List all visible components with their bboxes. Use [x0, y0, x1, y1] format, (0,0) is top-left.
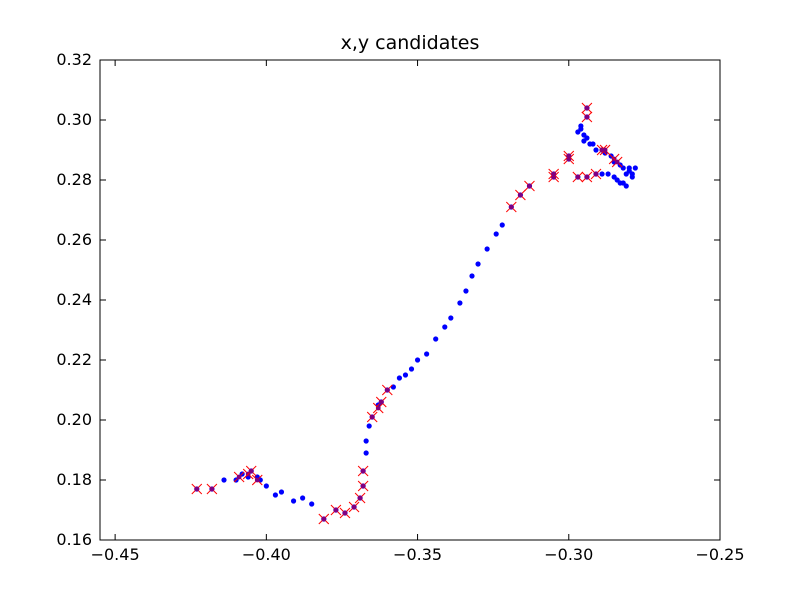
data-point: [402, 372, 409, 378]
candidate-marker: [381, 384, 393, 396]
candidate-marker: [318, 513, 330, 525]
data-point: [632, 165, 638, 171]
data-point: [448, 315, 454, 321]
data-point: [424, 351, 430, 357]
data-point: [396, 375, 403, 381]
data-point: [408, 366, 415, 372]
data-point: [599, 171, 605, 177]
y-tick-label: 0.26: [56, 230, 92, 249]
candidate-marker: [505, 201, 517, 213]
y-tick-label: 0.30: [56, 110, 92, 129]
candidate-marker: [611, 156, 623, 168]
data-point: [623, 183, 629, 189]
data-point: [475, 261, 481, 267]
y-tick-label: 0.20: [56, 410, 92, 429]
data-point: [584, 135, 590, 141]
data-point: [493, 231, 499, 237]
candidate-marker: [339, 507, 351, 519]
data-point: [278, 489, 285, 495]
plot-area: [191, 102, 638, 525]
candidate-marker: [233, 471, 245, 483]
candidate-marker: [330, 504, 342, 516]
data-point: [442, 324, 448, 330]
y-tick-label: 0.22: [56, 350, 92, 369]
data-point: [578, 123, 584, 129]
data-point: [290, 498, 297, 504]
chart-title: x,y candidates: [341, 32, 480, 54]
data-point: [590, 141, 596, 147]
data-point: [300, 495, 306, 501]
data-point: [463, 288, 469, 294]
candidate-marker: [366, 411, 378, 423]
data-point: [457, 300, 463, 306]
data-point: [221, 477, 227, 483]
y-tick-label: 0.16: [56, 530, 92, 549]
candidate-marker: [581, 171, 593, 183]
y-tick-label: 0.24: [56, 290, 92, 309]
candidate-marker: [599, 144, 611, 156]
tick-labels: −0.45 −0.40 −0.35 −0.30 −0.25 0.16 0.18 0.20 0.2…: [56, 50, 744, 564]
x-tick-label: −0.40: [242, 545, 291, 564]
candidate-marker: [206, 483, 218, 495]
candidate-marker: [354, 492, 366, 504]
candidate-marker: [357, 465, 369, 477]
data-point: [363, 450, 369, 456]
candidate-marker: [348, 501, 360, 513]
candidate-marker: [524, 180, 535, 192]
axes-frame: [99, 59, 721, 541]
candidate-marker: [548, 168, 560, 180]
candidate-marker: [375, 396, 387, 408]
data-point: [366, 423, 372, 429]
data-point: [484, 246, 490, 252]
data-point: [263, 483, 269, 489]
y-tick-label: 0.18: [56, 470, 92, 489]
data-point: [605, 171, 611, 177]
candidate-marker: [515, 189, 526, 201]
x-tick-label: −0.25: [695, 545, 744, 564]
data-point: [272, 492, 279, 498]
candidate-marker: [581, 111, 593, 123]
candidate-marker: [357, 480, 369, 492]
candidate-marker: [563, 150, 575, 162]
data-point: [593, 147, 599, 153]
data-point: [433, 336, 439, 342]
candidate-marker: [251, 474, 263, 486]
candidate-marker: [572, 171, 584, 183]
y-tick-label: 0.28: [56, 170, 92, 189]
data-point: [499, 222, 505, 228]
data-point: [629, 171, 635, 177]
x-tick-label: −0.45: [91, 545, 140, 564]
data-point: [363, 438, 369, 444]
y-tick-label: 0.32: [56, 50, 92, 69]
x-tick-label: −0.35: [393, 545, 442, 564]
candidate-marker: [581, 102, 593, 114]
candidate-marker: [245, 465, 257, 477]
candidate-marker: [191, 483, 203, 495]
candidate-marker: [590, 168, 602, 180]
data-point: [309, 501, 315, 507]
data-point: [469, 273, 475, 279]
x-tick-label: −0.30: [544, 545, 593, 564]
data-point: [414, 357, 421, 363]
